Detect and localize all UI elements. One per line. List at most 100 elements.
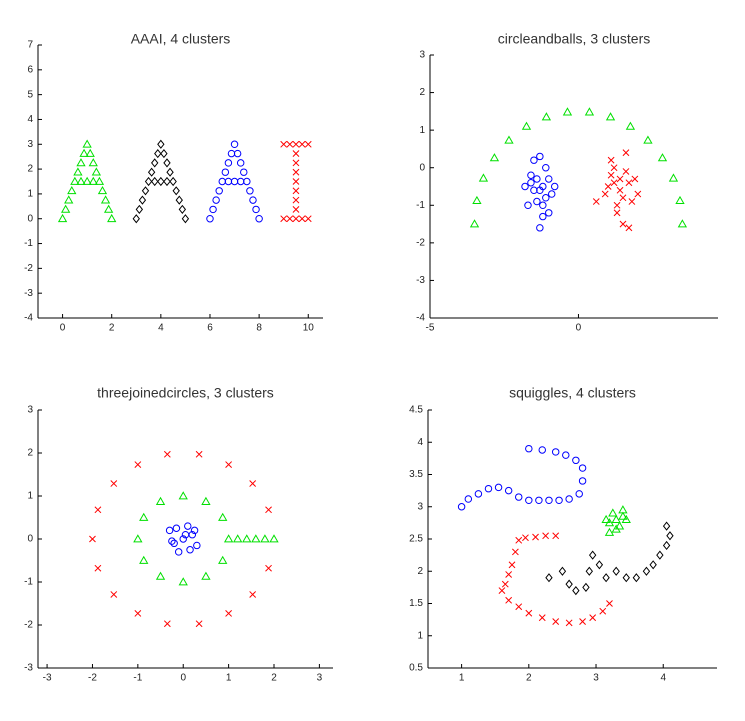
point — [613, 201, 621, 209]
x-tick-label: -1 — [133, 673, 142, 684]
x-tick-label: 8 — [256, 323, 262, 334]
point — [163, 176, 171, 187]
series — [498, 532, 613, 627]
point — [181, 214, 190, 224]
point — [619, 194, 627, 202]
point — [233, 534, 243, 543]
point — [255, 214, 263, 223]
point — [588, 550, 597, 560]
point — [552, 532, 560, 540]
point — [298, 215, 306, 223]
y-tick-label: 0 — [419, 162, 425, 173]
point — [608, 508, 618, 517]
point — [60, 204, 71, 213]
y-tick-label: 0 — [27, 534, 33, 545]
point — [172, 524, 181, 532]
point — [542, 194, 550, 202]
point — [589, 614, 597, 622]
x-tick-label: -2 — [88, 673, 97, 684]
point — [304, 215, 312, 223]
point — [511, 548, 519, 556]
point — [565, 579, 573, 589]
point — [209, 205, 217, 214]
y-tick-label: 1 — [417, 630, 423, 641]
point — [190, 526, 199, 535]
y-tick-label: -1 — [416, 200, 425, 211]
point — [163, 450, 171, 458]
y-tick-label: 4 — [417, 437, 423, 448]
y-tick-label: 1 — [27, 491, 33, 502]
point — [602, 573, 610, 583]
y-tick-label: 2 — [27, 448, 33, 459]
point — [572, 585, 580, 596]
point — [614, 521, 625, 530]
point — [616, 175, 624, 183]
point — [240, 168, 248, 176]
y-tick-label: -1 — [24, 577, 33, 588]
point — [76, 158, 86, 167]
point — [545, 496, 553, 505]
point — [515, 493, 523, 501]
point — [67, 185, 77, 195]
point — [562, 107, 573, 116]
point — [474, 490, 483, 498]
y-tick-label: -3 — [416, 275, 425, 286]
point — [675, 195, 685, 204]
point — [280, 140, 288, 148]
series — [469, 107, 688, 228]
point — [201, 571, 211, 580]
point — [622, 149, 630, 157]
point — [504, 486, 513, 495]
point — [70, 176, 80, 185]
y-tick-label: -1 — [24, 238, 33, 249]
y-tick-label: 6 — [27, 64, 33, 75]
point — [464, 495, 473, 503]
series — [457, 444, 587, 511]
point — [236, 159, 245, 167]
point — [611, 514, 621, 523]
y-tick-label: 2 — [417, 566, 423, 577]
point — [246, 187, 254, 195]
y-tick-label: 3 — [417, 501, 423, 512]
point — [575, 490, 583, 498]
point — [505, 571, 513, 578]
point — [498, 587, 506, 594]
point — [225, 609, 233, 617]
point — [186, 546, 194, 554]
point — [132, 214, 140, 224]
point — [484, 484, 493, 493]
point — [536, 152, 544, 161]
point — [221, 168, 230, 176]
point — [138, 195, 147, 205]
point — [545, 573, 553, 583]
point — [613, 209, 621, 217]
point — [539, 212, 547, 221]
x-tick-label: 0 — [60, 323, 66, 334]
point — [179, 535, 187, 543]
point — [168, 537, 176, 545]
point — [79, 148, 89, 157]
point — [110, 480, 118, 487]
point — [265, 564, 272, 572]
point — [174, 548, 183, 556]
point — [545, 209, 553, 217]
point — [533, 175, 541, 183]
point — [147, 167, 156, 177]
point — [657, 153, 668, 162]
point — [643, 135, 653, 144]
y-tick-label: 0.5 — [409, 663, 423, 674]
point — [662, 540, 671, 551]
point — [457, 503, 466, 511]
y-tick-label: 3 — [27, 405, 33, 416]
point — [607, 156, 615, 164]
point — [610, 179, 618, 187]
chart-title: circleandballs, 3 clusters — [498, 31, 651, 47]
point — [193, 541, 201, 550]
point — [298, 140, 306, 148]
y-tick-label: 1.5 — [409, 598, 423, 609]
point — [677, 219, 688, 228]
point — [525, 444, 533, 453]
point — [610, 164, 618, 172]
point — [551, 448, 560, 456]
point — [82, 139, 92, 148]
